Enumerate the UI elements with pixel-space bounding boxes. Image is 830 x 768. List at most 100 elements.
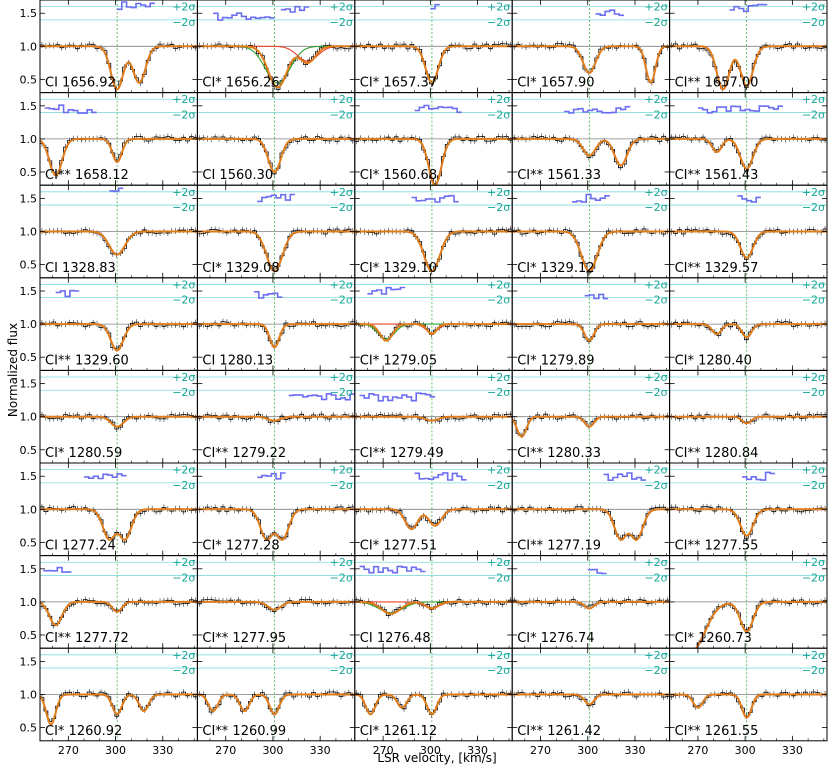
x-tick-label: 270 bbox=[373, 744, 394, 757]
transition-label: CI** 1279.22 bbox=[202, 446, 286, 461]
transition-label: CI** 1561.43 bbox=[675, 168, 759, 183]
minus-2sigma-label: −2σ bbox=[644, 201, 667, 214]
minus-2sigma-label: −2σ bbox=[487, 386, 510, 399]
x-tick-label: 330 bbox=[782, 744, 803, 757]
minus-2sigma-label: −2σ bbox=[172, 294, 195, 307]
data-spectrum bbox=[512, 506, 670, 539]
subplot-panel: +2σ −2σ CI** 1561.33 bbox=[511, 92, 671, 186]
residual-segment bbox=[359, 392, 436, 402]
model-fit-line bbox=[197, 508, 355, 541]
transition-label: CI* 1280.59 bbox=[45, 446, 122, 461]
panel-content bbox=[197, 92, 355, 186]
plus-2sigma-label: +2σ bbox=[330, 371, 353, 384]
model-fit-line bbox=[197, 600, 355, 611]
model-fit-line bbox=[354, 508, 513, 531]
model-fit-line bbox=[354, 230, 513, 273]
transition-label: CI 1328.83 bbox=[45, 261, 116, 276]
minus-2sigma-label: −2σ bbox=[802, 16, 825, 29]
minus-2sigma-label: −2σ bbox=[644, 16, 667, 29]
transition-label: CI** 1277.55 bbox=[675, 539, 759, 554]
model-fit-line bbox=[40, 323, 198, 352]
transition-label: CI** 1260.99 bbox=[202, 724, 286, 739]
panel-content bbox=[354, 463, 513, 556]
y-tick-label: 1.0 bbox=[20, 596, 38, 609]
x-tick-label: 300 bbox=[105, 744, 126, 757]
data-spectrum bbox=[669, 413, 827, 423]
y-tick-label: 0.5 bbox=[20, 259, 38, 272]
minus-2sigma-label: −2σ bbox=[802, 664, 825, 677]
subplot-panel: +2σ −2σ CI* 1329.10 bbox=[354, 184, 513, 279]
plus-2sigma-label: +2σ bbox=[172, 649, 195, 662]
x-tick-label: 300 bbox=[420, 744, 441, 757]
panel-content bbox=[512, 555, 670, 649]
residual-segment bbox=[572, 193, 610, 203]
transition-label: CI** 1277.95 bbox=[202, 631, 286, 646]
x-tick-label: 300 bbox=[735, 744, 756, 757]
minus-2sigma-label: −2σ bbox=[330, 571, 353, 584]
subplot-panel: +2σ −2σ CI 1560.30 bbox=[196, 92, 356, 186]
x-tick-label: 270 bbox=[215, 744, 236, 757]
component-fit bbox=[197, 45, 355, 62]
transition-label: CI* 1657.37 bbox=[360, 76, 437, 91]
subplot-panel: +2σ −2σ CI 1277.24 0.5 1.0 1.5 bbox=[20, 462, 198, 557]
panel-content bbox=[354, 185, 513, 278]
residual-segment bbox=[84, 473, 127, 480]
subplot-panel: +2σ −2σ CI* 1329.12 bbox=[511, 184, 671, 279]
subplot-panel: +2σ −2σ CI** 1658.12 0.5 1.0 1.5 bbox=[20, 92, 198, 186]
model-fit-line bbox=[512, 693, 670, 706]
panel-content bbox=[197, 0, 355, 93]
transition-label: CI** 1280.84 bbox=[675, 446, 759, 461]
data-spectrum bbox=[512, 135, 670, 169]
subplot-panel: +2σ −2σ CI** 1657.00 bbox=[669, 0, 828, 94]
subplot-panel: +2σ −2σ CI* 1560.68 bbox=[354, 92, 513, 186]
minus-2sigma-label: −2σ bbox=[487, 479, 510, 492]
subplot-panel: +2σ −2σ CI* 1280.59 0.5 1.0 1.5 bbox=[20, 369, 198, 464]
model-fit-line bbox=[354, 323, 513, 342]
x-tick-label: 270 bbox=[687, 744, 708, 757]
transition-label: CI* 1279.89 bbox=[517, 353, 594, 368]
model-fit-line bbox=[669, 693, 827, 719]
y-tick-label: 1.0 bbox=[20, 226, 38, 239]
panel-content bbox=[40, 648, 198, 741]
panel-content bbox=[354, 555, 513, 649]
panel-content bbox=[669, 277, 827, 371]
subplot-panel: +2σ −2σ CI* 1656.26 bbox=[196, 0, 356, 94]
plus-2sigma-label: +2σ bbox=[644, 371, 667, 384]
data-spectrum bbox=[512, 413, 670, 436]
transition-label: CI* 1280.40 bbox=[675, 353, 752, 368]
plus-2sigma-label: +2σ bbox=[644, 649, 667, 662]
panel-content bbox=[669, 648, 827, 741]
minus-2sigma-label: −2σ bbox=[487, 16, 510, 29]
panel-content bbox=[40, 555, 198, 649]
plus-2sigma-label: +2σ bbox=[330, 649, 353, 662]
subplot-panel: +2σ −2σ CI** 1280.33 bbox=[511, 369, 671, 464]
plus-2sigma-label: +2σ bbox=[802, 93, 825, 106]
panel-content bbox=[512, 92, 670, 186]
model-fit-line bbox=[197, 230, 355, 273]
model-fit-line bbox=[40, 600, 198, 627]
transition-label: CI 1277.24 bbox=[45, 539, 116, 554]
model-fit-line bbox=[197, 45, 355, 89]
transition-label: CI** 1277.19 bbox=[517, 539, 601, 554]
panel-content bbox=[669, 0, 827, 93]
subplot-panel: +2σ −2σ CI 1656.92 0.5 1.0 1.5 bbox=[20, 0, 198, 94]
plus-2sigma-label: +2σ bbox=[487, 371, 510, 384]
model-fit-line bbox=[197, 137, 355, 174]
panel-content bbox=[197, 185, 355, 278]
panel-content bbox=[197, 648, 355, 741]
plus-2sigma-label: +2σ bbox=[802, 371, 825, 384]
x-tick-label: 300 bbox=[262, 744, 283, 757]
subplot-panel: +2σ −2σ CI** 1277.72 0.5 1.0 1.5 bbox=[20, 555, 198, 649]
plus-2sigma-label: +2σ bbox=[487, 278, 510, 291]
panel-content bbox=[669, 185, 827, 278]
y-axis-title: Normalized flux bbox=[6, 323, 20, 417]
transition-label: CI** 1261.55 bbox=[675, 724, 759, 739]
panel-content bbox=[40, 277, 198, 371]
panel-content bbox=[669, 555, 827, 649]
transition-label: CI* 1560.68 bbox=[360, 168, 437, 183]
panel-content bbox=[512, 0, 670, 93]
model-fit-line bbox=[40, 137, 198, 177]
model-fit-line bbox=[669, 137, 827, 170]
residual-segment bbox=[359, 565, 426, 574]
residual-segment bbox=[257, 193, 295, 203]
